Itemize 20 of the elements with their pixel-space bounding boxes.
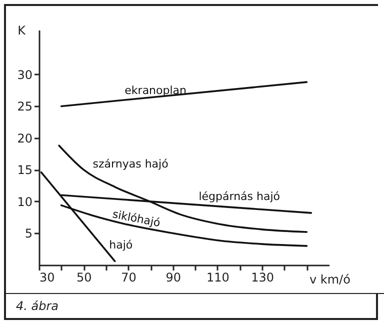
text: siklóhajó	[111, 208, 162, 230]
x-tick-label: 70	[121, 270, 136, 284]
x-tick-label: 110	[206, 270, 230, 284]
y-tick-label: 20	[17, 131, 32, 146]
series-label: légpárnás hajó	[198, 190, 280, 203]
text: 4. ábra	[16, 299, 60, 313]
y-tick-label: 10	[17, 194, 32, 209]
y-tick-label: 30	[17, 68, 32, 82]
y-tick-label: 15	[17, 163, 32, 178]
series-label: szárnyas hajó	[92, 158, 169, 171]
y-tick-label: 5	[24, 226, 32, 241]
x-axis-title: v km/ó	[310, 272, 350, 286]
series-label: hajó	[109, 238, 133, 252]
x-tick-label: 90	[166, 270, 181, 284]
x-tick-label: 130	[251, 270, 274, 284]
x-tick-label: 30	[40, 270, 55, 284]
x-tick-label: 50	[76, 270, 92, 284]
y-tick-label: 25	[17, 100, 32, 114]
y-axis-title: K	[18, 24, 27, 38]
series-label: ekranoplan	[124, 84, 187, 98]
